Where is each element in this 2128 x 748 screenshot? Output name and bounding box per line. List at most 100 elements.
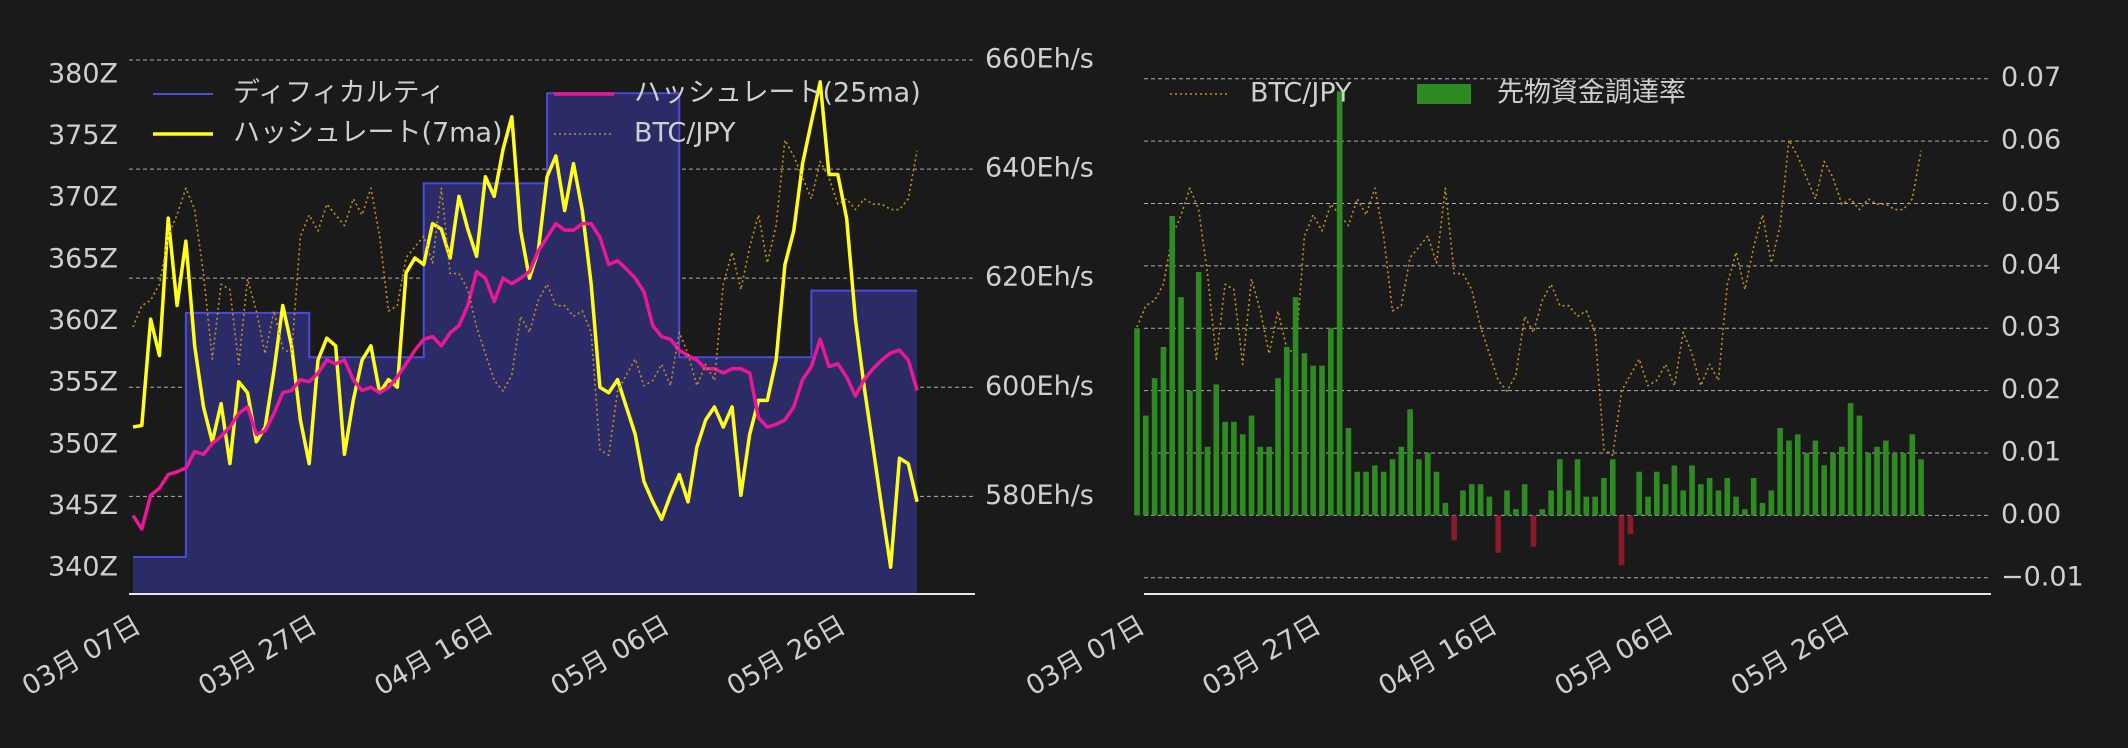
bar [1239, 434, 1246, 516]
y-tick-label: 0.00 [2001, 499, 2061, 530]
bar [1609, 459, 1616, 516]
bar [1601, 477, 1607, 516]
series-line [132, 80, 919, 570]
bar [1865, 453, 1872, 516]
bar [1389, 459, 1396, 516]
bar [1583, 496, 1590, 516]
bar [1909, 434, 1916, 516]
bar [1847, 403, 1854, 516]
bar [1151, 378, 1158, 516]
y-tick-label: 380Z [48, 58, 118, 89]
bar [1468, 484, 1475, 516]
bar [1874, 446, 1880, 516]
bar [1689, 465, 1695, 516]
legend-label: 先物資金調達率 [1497, 78, 1686, 109]
bar [1380, 471, 1387, 516]
y-tick-label: 355Z [48, 367, 118, 398]
legend-label: ハッシュレート(25ma) [634, 78, 921, 109]
bar [1231, 421, 1237, 516]
bar [1398, 446, 1405, 516]
bar [1821, 465, 1827, 516]
bar [1292, 297, 1299, 516]
bar [1715, 490, 1722, 516]
bar [1768, 490, 1775, 516]
bar [1733, 496, 1739, 516]
bar [1539, 509, 1546, 516]
bar [1169, 215, 1176, 516]
bar [1812, 440, 1819, 516]
bar [1178, 297, 1184, 516]
bar [1433, 471, 1440, 516]
bar [1283, 346, 1290, 516]
bar [1565, 490, 1572, 516]
bar [1266, 446, 1272, 516]
bar [1706, 477, 1713, 516]
bar [1248, 415, 1255, 516]
bar [1460, 490, 1466, 516]
bar [1477, 484, 1484, 516]
bar [1336, 91, 1343, 516]
bar [1900, 453, 1907, 516]
bar [1442, 502, 1449, 516]
price-line [1136, 139, 1922, 456]
y-tick-label: 0.05 [2001, 187, 2061, 218]
bar [1345, 428, 1352, 516]
bar [1504, 490, 1510, 516]
bar [1407, 409, 1413, 516]
bar [1803, 453, 1810, 516]
bar [1328, 328, 1334, 516]
bar [1363, 471, 1369, 516]
y-tick-label: 0.02 [2001, 374, 2061, 405]
bar [1883, 440, 1889, 516]
bar [1698, 484, 1704, 516]
bar [1777, 428, 1783, 516]
bar [1310, 365, 1316, 516]
bar [1213, 384, 1220, 516]
bar [1160, 346, 1167, 516]
bar [1557, 459, 1563, 516]
y2-tick-label: 660Eh/s [985, 44, 1094, 75]
bar [1195, 272, 1202, 516]
bar [1830, 453, 1836, 516]
bar [1724, 477, 1731, 516]
y-tick-label: 350Z [48, 428, 118, 459]
y2-tick-label: 600Eh/s [985, 371, 1094, 402]
legend-label: ハッシュレート(7ma) [233, 118, 503, 149]
bar [1839, 446, 1845, 516]
difficulty-area [133, 93, 918, 595]
bar [1592, 496, 1598, 516]
bar [1424, 453, 1431, 516]
series-line [131, 221, 919, 531]
y-tick-label: 370Z [48, 182, 118, 213]
bar [1618, 515, 1625, 566]
bar [1891, 453, 1898, 516]
bar [1856, 415, 1863, 516]
y-tick-label: 340Z [48, 552, 118, 583]
legend-label: ディフィカルティ [233, 78, 445, 109]
price-line [132, 139, 918, 456]
bar [1319, 365, 1325, 516]
legend-label: BTC/JPY [634, 118, 736, 149]
bar [1671, 465, 1678, 516]
bar [1416, 459, 1422, 516]
y-tick-label: 345Z [48, 490, 118, 521]
bar [1530, 515, 1537, 547]
bar [1794, 434, 1801, 516]
bar [1662, 484, 1669, 516]
bar [1918, 459, 1924, 516]
bar [1742, 509, 1748, 516]
bar [1451, 515, 1457, 541]
bar [1222, 421, 1228, 516]
bar [1680, 490, 1687, 516]
bar [1645, 496, 1651, 516]
bar [1548, 490, 1554, 516]
bar [1786, 440, 1792, 516]
bar [1301, 353, 1308, 516]
bar [1134, 328, 1140, 516]
bar [1204, 446, 1211, 516]
bar [1275, 378, 1281, 516]
bar [1759, 502, 1766, 516]
bar [1257, 446, 1264, 516]
y-tick-label: 360Z [48, 305, 118, 336]
